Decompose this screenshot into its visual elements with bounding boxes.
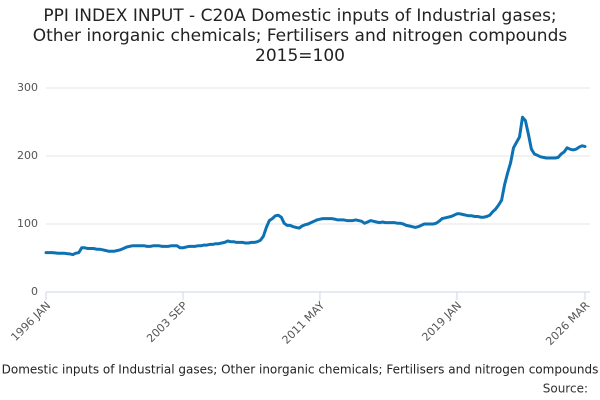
chart-title: PPI INDEX INPUT - C20A Domestic inputs o…	[32, 6, 568, 66]
y-tick-label: 200	[17, 149, 38, 162]
y-tick-label: 300	[17, 81, 38, 94]
x-tick-label: 2026 MAR	[543, 299, 592, 348]
x-tick-label: 2019 JAN	[419, 299, 464, 344]
line-series	[44, 115, 587, 257]
x-tick-label: 2003 SEP	[144, 299, 190, 345]
x-tick-label: 2011 MAY	[280, 299, 328, 347]
x-tick-label: 1996 JAN	[8, 299, 53, 344]
y-tick-label: 0	[31, 285, 38, 298]
source: Source:	[543, 382, 588, 396]
legend-entry: Domestic inputs of Industrial gases; Oth…	[2, 363, 599, 377]
y-tick-label: 100	[17, 217, 38, 230]
